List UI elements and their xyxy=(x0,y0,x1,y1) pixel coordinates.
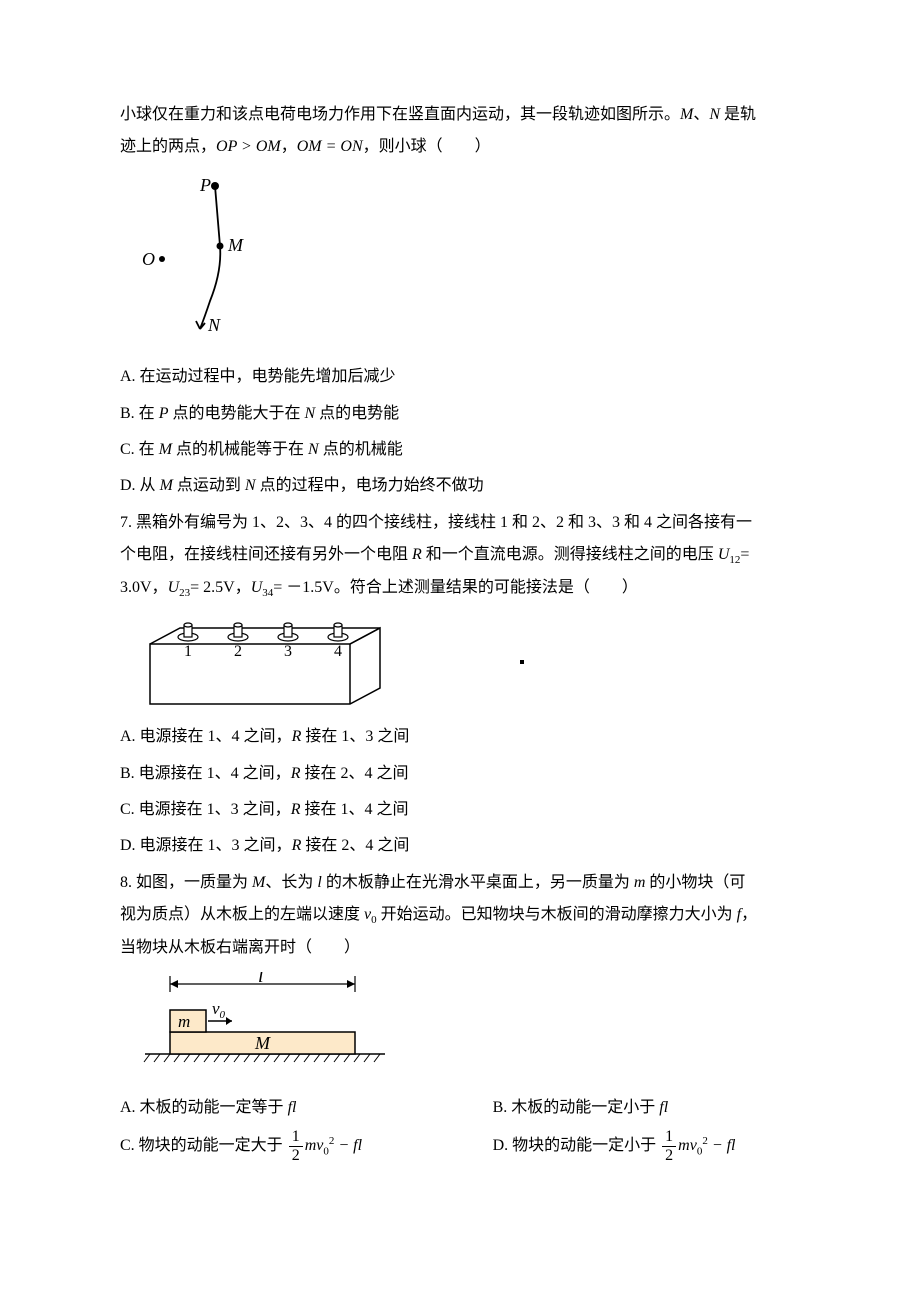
q8-fig-m: m xyxy=(178,1012,190,1031)
q8-optA: A. 木板的动能一定等于 fl xyxy=(120,1093,493,1123)
q7-intro-line1: 7. 黑箱外有编号为 1、2、3、4 的四个接线柱，接线柱 1 和 2、2 和 … xyxy=(120,508,810,538)
q6-optB: B. 在 P 点的电势能大于在 N 点的电势能 xyxy=(120,399,810,429)
svg-text:2: 2 xyxy=(234,643,242,660)
svg-text:4: 4 xyxy=(334,643,342,660)
q6-optD: D. 从 M 点运动到 N 点的过程中，电场力始终不做功 xyxy=(120,471,810,501)
q6-fig-O: O xyxy=(142,249,155,269)
q6-intro2c: ，则小球（ ） xyxy=(363,138,491,155)
q6-intro1a: 小球仅在重力和该点电荷电场力作用下在竖直面内运动，其一段轨迹如图所示。 xyxy=(120,106,680,123)
q8-fig-M: M xyxy=(254,1033,271,1053)
q8-intro-line2: 视为质点）从木板上的左端以速度 v0 开始运动。已知物块与木板间的滑动摩擦力大小… xyxy=(120,900,810,931)
q7-optD: D. 电源接在 1、3 之间，R 接在 2、4 之间 xyxy=(120,831,810,861)
q6-intro1c: 是轨 xyxy=(720,106,756,123)
q6-M: M xyxy=(680,106,693,123)
q6-figure: P M N O xyxy=(140,171,810,352)
placeholder-dot-icon xyxy=(520,660,524,664)
q6-intro2b: ， xyxy=(281,138,297,155)
q6-optA: A. 在运动过程中，电势能先增加后减少 xyxy=(120,362,810,392)
q6-opgtom: OP > OM xyxy=(216,138,281,155)
q8-row1: A. 木板的动能一定等于 fl B. 木板的动能一定小于 fl xyxy=(120,1093,810,1123)
q8-fig-v0: v0 xyxy=(212,999,226,1021)
q7-optC: C. 电源接在 1、3 之间，R 接在 1、4 之间 xyxy=(120,795,810,825)
q6-fig-M: M xyxy=(227,235,244,255)
svg-text:1: 1 xyxy=(184,643,192,660)
q7-intro-line3: 3.0V，U23= 2.5V，U34= －1.5V。符合上述测量结果的可能接法是… xyxy=(120,573,810,604)
q7-intro-line2: 个电阻，在接线柱间还接有另外一个电阻 R 和一个直流电源。测得接线柱之间的电压 … xyxy=(120,540,810,571)
q8-optD: D. 物块的动能一定小于 12mv02 − fl xyxy=(493,1129,810,1164)
q8-optB: B. 木板的动能一定小于 fl xyxy=(493,1093,810,1123)
q8-figure: M m v0 l xyxy=(140,972,810,1083)
q6-fig-N: N xyxy=(207,315,221,335)
svg-text:3: 3 xyxy=(284,643,292,660)
q6-intro-line2: 迹上的两点，OP > OM，OM = ON，则小球（ ） xyxy=(120,132,810,162)
q6-intro-line1: 小球仅在重力和该点电荷电场力作用下在竖直面内运动，其一段轨迹如图所示。M、N 是… xyxy=(120,100,810,130)
q8-optC: C. 物块的动能一定大于 12mv02 − fl xyxy=(120,1129,493,1164)
q6-N: N xyxy=(709,106,720,123)
q8-row2: C. 物块的动能一定大于 12mv02 − fl D. 物块的动能一定小于 12… xyxy=(120,1129,810,1164)
q8-intro-line3: 当物块从木板右端离开时（ ） xyxy=(120,933,810,963)
q6-intro2a: 迹上的两点， xyxy=(120,138,216,155)
q8-fig-l: l xyxy=(258,972,264,987)
q6-omeqon: OM = ON xyxy=(297,138,363,155)
q7-optB: B. 电源接在 1、4 之间，R 接在 2、4 之间 xyxy=(120,759,810,789)
q7-optA: A. 电源接在 1、4 之间，R 接在 1、3 之间 xyxy=(120,722,810,752)
q6-fig-P: P xyxy=(199,175,211,195)
q7-figure: 1 2 3 4 xyxy=(140,612,810,712)
q6-intro1b: 、 xyxy=(693,106,709,123)
q8-intro-line1: 8. 如图，一质量为 M、长为 l 的木板静止在光滑水平桌面上，另一质量为 m … xyxy=(120,868,810,898)
q6-optC: C. 在 M 点的机械能等于在 N 点的机械能 xyxy=(120,435,810,465)
